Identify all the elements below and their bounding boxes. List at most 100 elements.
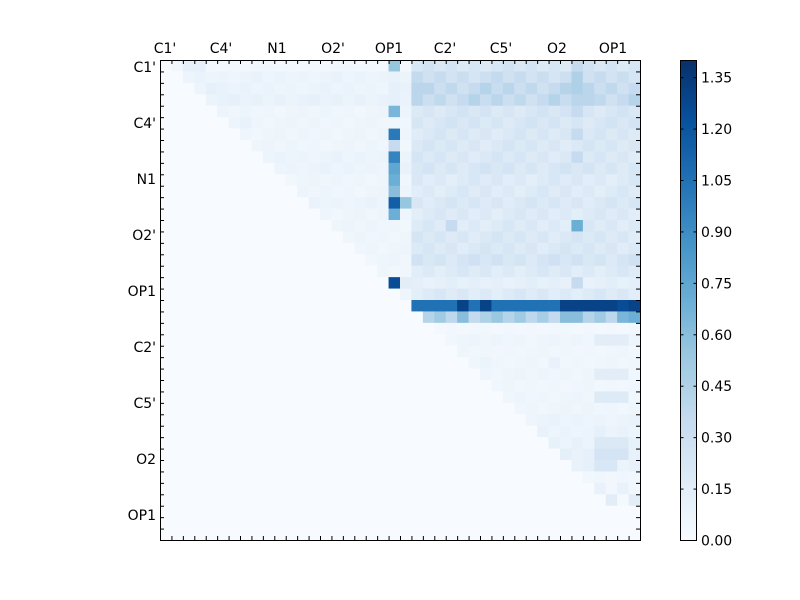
heatmap-cell <box>388 300 401 312</box>
heatmap-cell <box>537 437 549 449</box>
heatmap-cell <box>560 345 572 358</box>
heatmap-cell <box>205 71 218 84</box>
heatmap-cell <box>491 437 504 449</box>
heatmap-cell <box>388 391 401 404</box>
heatmap-cell <box>285 265 298 278</box>
heatmap-cell <box>480 208 492 221</box>
heatmap-cell <box>457 391 469 404</box>
heatmap-cell <box>388 380 401 392</box>
heatmap-cell <box>537 505 549 518</box>
heatmap-cell <box>537 494 549 507</box>
heatmap-cell <box>548 140 561 152</box>
heatmap-cell <box>171 517 184 529</box>
heatmap-cell <box>228 482 241 495</box>
heatmap-cell <box>491 174 504 187</box>
heatmap-cell <box>400 151 412 164</box>
heatmap-cell <box>182 460 195 472</box>
heatmap-cell <box>354 494 367 507</box>
heatmap-cell <box>480 82 492 95</box>
heatmap-cell <box>365 482 378 495</box>
heatmap-cell <box>320 528 332 541</box>
heatmap-cell <box>194 414 207 427</box>
heatmap-cell <box>171 254 184 267</box>
heatmap-cell <box>582 220 595 232</box>
heatmap-cell <box>262 71 275 84</box>
heatmap-cell <box>342 71 355 84</box>
heatmap-cell <box>480 482 492 495</box>
heatmap-cell <box>457 425 469 438</box>
heatmap-cell <box>194 460 207 472</box>
heatmap-cell <box>548 528 561 541</box>
heatmap-cell <box>537 368 549 381</box>
heatmap-cell <box>331 391 344 404</box>
heatmap-cell <box>171 494 184 507</box>
heatmap-cell <box>514 460 527 472</box>
heatmap-cell <box>617 300 629 312</box>
heatmap-cell <box>342 220 355 232</box>
heatmap-cell <box>331 231 344 244</box>
heatmap-cell <box>331 140 344 152</box>
heatmap-cell <box>217 208 229 221</box>
heatmap-cell <box>605 505 618 518</box>
heatmap-cell <box>400 185 412 198</box>
heatmap-cell <box>354 151 367 164</box>
heatmap-cell <box>422 288 435 301</box>
heatmap-cell <box>262 482 275 495</box>
heatmap-cell <box>560 505 572 518</box>
heatmap-cells <box>160 60 641 541</box>
heatmap-cell <box>480 448 492 461</box>
heatmap-cell <box>514 482 527 495</box>
heatmap-cell <box>194 311 207 324</box>
heatmap-cell <box>628 368 641 381</box>
heatmap-cell <box>480 151 492 164</box>
heatmap-cell <box>422 105 435 118</box>
heatmap-cell <box>194 368 207 381</box>
heatmap-cell <box>217 265 229 278</box>
heatmap-cell <box>457 151 469 164</box>
heatmap-cell <box>480 220 492 232</box>
heatmap-cell <box>400 460 412 472</box>
heatmap-cell <box>594 208 607 221</box>
heatmap-cell <box>571 71 584 84</box>
heatmap-cell <box>194 482 207 495</box>
heatmap-cell <box>434 265 447 278</box>
heatmap-cell <box>240 197 252 209</box>
heatmap-cell <box>308 140 321 152</box>
heatmap-cell <box>582 288 595 301</box>
heatmap-cell <box>514 94 527 107</box>
heatmap-cell <box>365 140 378 152</box>
heatmap-cell <box>571 471 584 484</box>
heatmap-cell <box>434 425 447 438</box>
heatmap-cell <box>262 242 275 255</box>
heatmap-cell <box>354 517 367 529</box>
heatmap-cell <box>274 322 287 335</box>
heatmap-cell <box>468 128 481 141</box>
heatmap-cell <box>605 345 618 358</box>
heatmap-cell <box>548 517 561 529</box>
heatmap-cell <box>491 288 504 301</box>
heatmap-cell <box>377 357 389 369</box>
heatmap-cell <box>285 94 298 107</box>
heatmap-cell <box>388 220 401 232</box>
heatmap-cell <box>240 528 252 541</box>
heatmap-cell <box>491 482 504 495</box>
heatmap-cell <box>377 380 389 392</box>
heatmap-cell <box>274 311 287 324</box>
heatmap-cell <box>594 505 607 518</box>
heatmap-cell <box>560 128 572 141</box>
heatmap-cell <box>502 140 515 152</box>
heatmap-cell <box>422 402 435 415</box>
heatmap-cell <box>297 345 309 358</box>
heatmap-cell <box>525 71 538 84</box>
heatmap-cell <box>582 482 595 495</box>
colorbar-tick-label: 1.35 <box>701 71 732 87</box>
heatmap-cell <box>377 345 389 358</box>
heatmap-cell <box>365 460 378 472</box>
heatmap-cell <box>434 311 447 324</box>
heatmap-cell <box>331 482 344 495</box>
heatmap-cell <box>240 71 252 84</box>
heatmap-cell <box>297 71 309 84</box>
heatmap-cell <box>217 357 229 369</box>
heatmap-cell <box>537 242 549 255</box>
heatmap-cell <box>605 265 618 278</box>
